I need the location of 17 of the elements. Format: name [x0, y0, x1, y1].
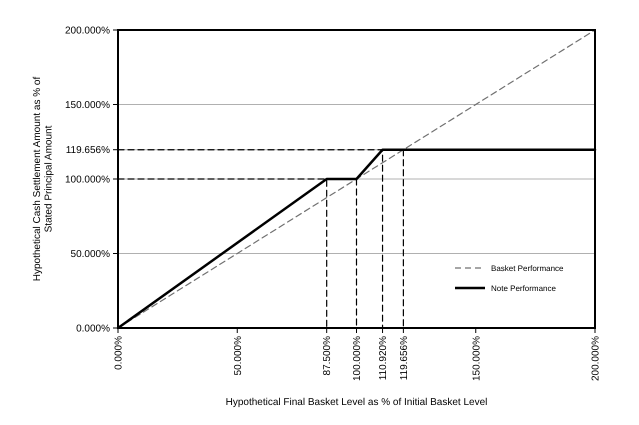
legend-label: Basket Performance [491, 264, 564, 273]
x-tick-label: 119.656% [398, 336, 410, 380]
y-tick-label: 0.000% [76, 324, 110, 334]
legend-label: Note Performance [491, 284, 556, 293]
x-tick-label: 87.500% [322, 336, 334, 376]
x-tick-label: 200.000% [590, 336, 602, 382]
y-tick-label: 100.000% [64, 174, 110, 186]
y-tick-label: 50.000% [70, 249, 110, 260]
y-axis-title: Hypothetical Cash Settlement Amount as % of Stated Principal Amount [32, 76, 54, 282]
x-axis-title: Hypothetical Final Basket Level as % of Initial Basket Level [226, 397, 488, 408]
x-tick-label: 110.920% [378, 336, 390, 380]
x-tick-label: 50.000% [232, 336, 244, 376]
x-tick-label: 100.000% [352, 336, 363, 382]
y-tick-label: 119.656% [66, 145, 110, 156]
y-tick-label: 200.000% [64, 26, 110, 36]
x-tick-label: 150.000% [471, 336, 482, 382]
y-tick-label: 150.000% [64, 100, 110, 111]
